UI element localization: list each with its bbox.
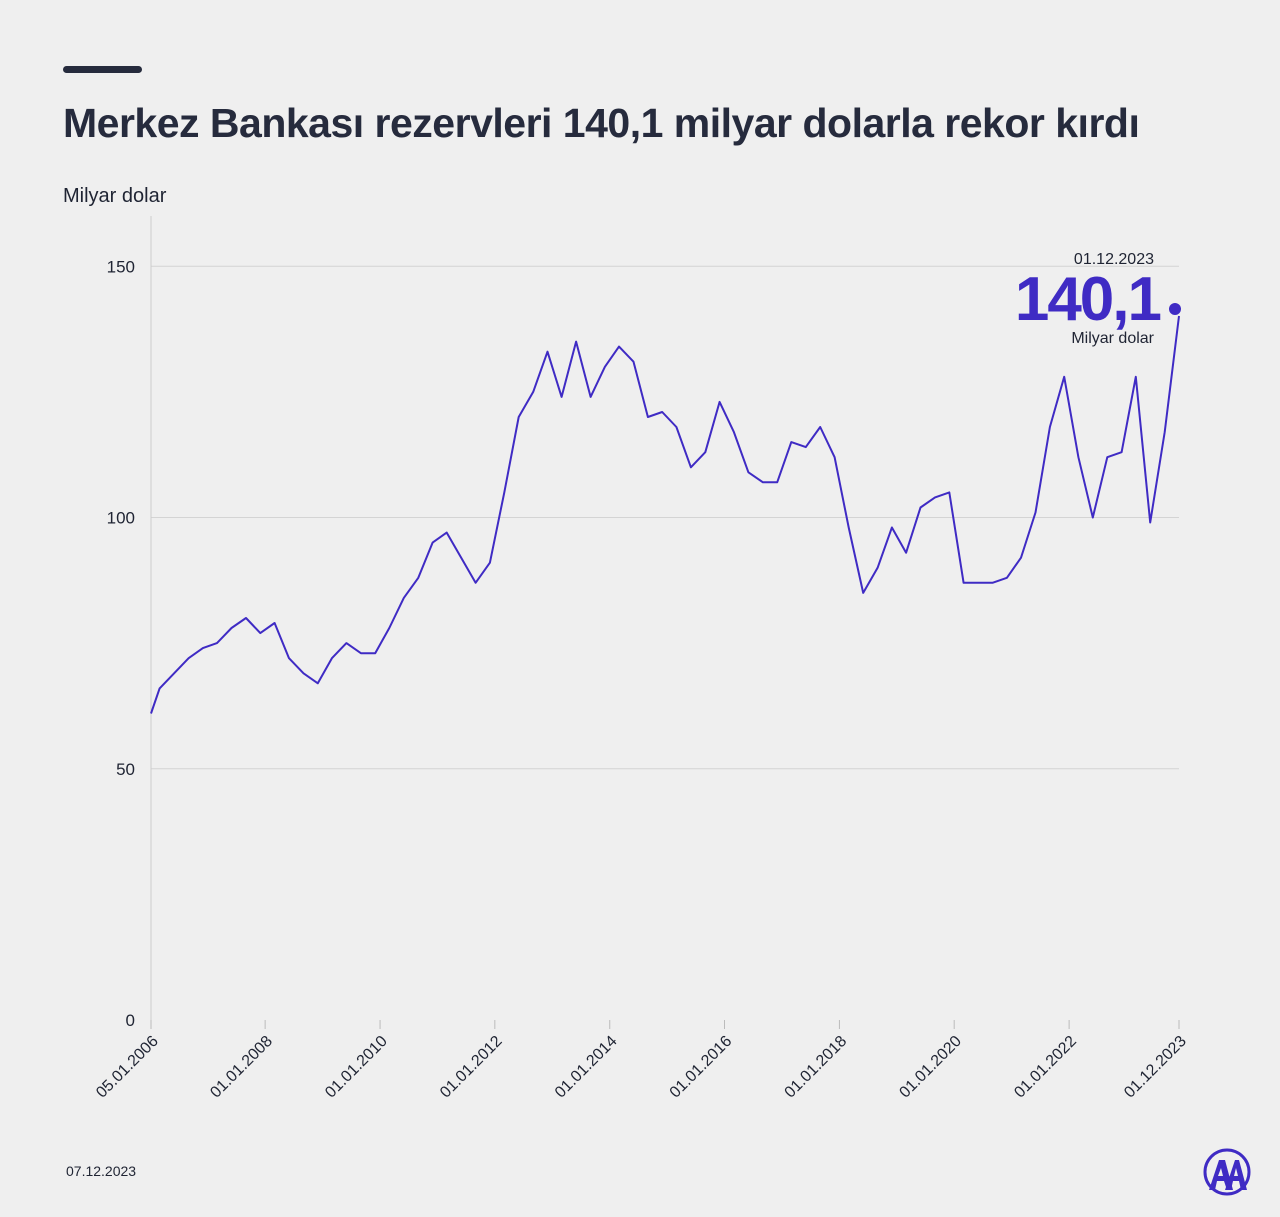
callout-date: 01.12.2023 [1074,251,1154,268]
x-tick-label: 05.01.2006 [93,1033,162,1102]
x-tick-label: 01.01.2008 [207,1033,276,1102]
y-tick-label: 50 [116,760,135,779]
last-value-callout: 01.12.2023 140,1 Milyar dolar [1015,251,1181,347]
callout-value: 140,1 [1015,265,1161,334]
callout-dot-icon [1169,303,1181,315]
grid-lines [151,265,1179,770]
x-tick-label: 01.01.2020 [896,1033,965,1102]
x-tick-label: 01.01.2022 [1011,1033,1080,1102]
x-tick-label: 01.01.2016 [667,1033,736,1102]
y-axis-unit-label: Milyar dolar [63,185,167,207]
y-tick-label: 100 [107,509,135,528]
x-tick-label: 01.12.2023 [1121,1033,1190,1102]
aa-logo-icon [1203,1148,1251,1196]
series-line [150,315,1180,714]
x-tick-label: 01.01.2014 [552,1033,621,1102]
title-accent-bar [63,66,142,73]
x-tick-label: 01.01.2018 [782,1033,851,1102]
callout-unit: Milyar dolar [1071,330,1154,347]
chart-title: Merkez Bankası rezervleri 140,1 milyar d… [63,100,1140,146]
x-tick-label: 01.01.2010 [322,1033,391,1102]
x-tick-labels: 05.01.2006 01.01.2008 01.01.2010 01.01.2012… [93,1020,1190,1101]
x-tick-label: 01.01.2012 [437,1033,506,1102]
y-tick-label: 0 [126,1011,135,1030]
publish-date: 07.12.2023 [66,1163,137,1179]
y-tick-label: 150 [107,257,135,276]
y-tick-labels: 0 50 100 150 [107,257,135,1030]
